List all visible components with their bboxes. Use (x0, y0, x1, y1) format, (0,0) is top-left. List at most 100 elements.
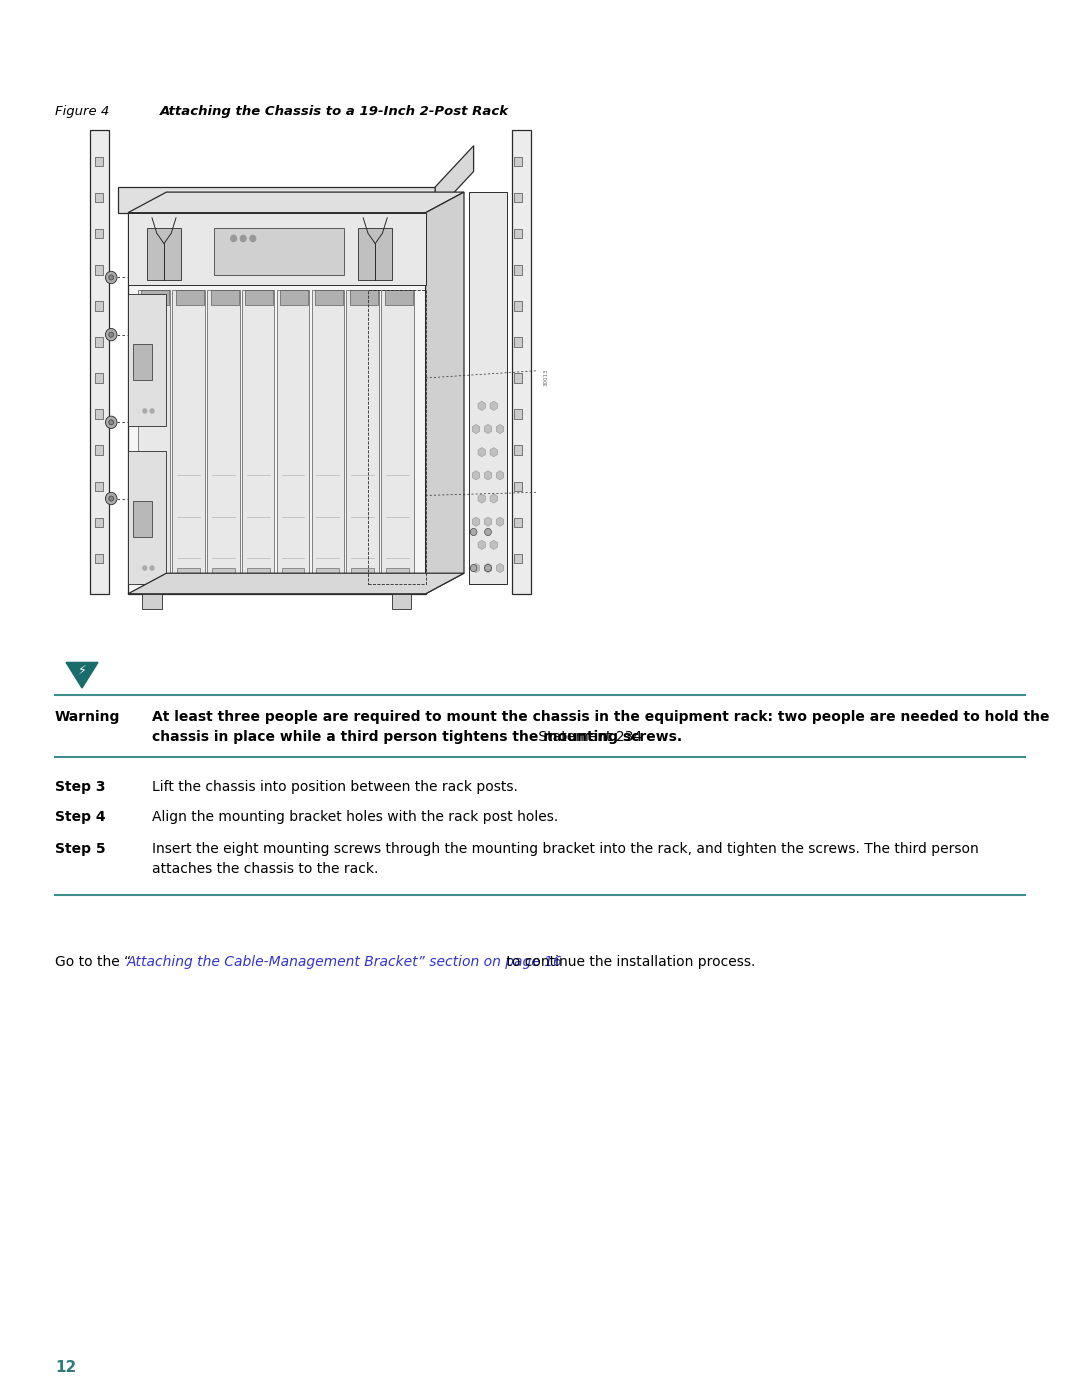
Text: Go to the “: Go to the “ (55, 956, 131, 970)
Text: to continue the installation process.: to continue the installation process. (502, 956, 755, 970)
Bar (514, 517, 522, 527)
Polygon shape (512, 130, 531, 594)
Bar (95, 193, 103, 203)
Polygon shape (245, 291, 273, 306)
Text: At least three people are required to mount the chassis in the equipment rack: t: At least three people are required to mo… (152, 710, 1050, 724)
Bar (514, 446, 522, 455)
Polygon shape (386, 569, 409, 584)
Circle shape (249, 235, 256, 242)
Polygon shape (359, 228, 392, 279)
Polygon shape (119, 187, 435, 212)
Circle shape (106, 492, 117, 504)
Circle shape (241, 235, 246, 242)
Bar (514, 409, 522, 419)
Circle shape (150, 409, 154, 414)
Text: Align the mounting bracket holes with the rack post holes.: Align the mounting bracket holes with th… (152, 810, 558, 824)
Polygon shape (469, 193, 508, 584)
Circle shape (231, 235, 237, 242)
Polygon shape (143, 594, 162, 609)
Text: Statement 234: Statement 234 (534, 731, 642, 745)
Bar (514, 229, 522, 239)
Polygon shape (312, 291, 345, 584)
Polygon shape (212, 569, 234, 584)
Polygon shape (129, 295, 166, 426)
Bar (95, 409, 103, 419)
Bar (95, 373, 103, 383)
Circle shape (485, 528, 491, 535)
Circle shape (150, 566, 154, 570)
Text: Step 3: Step 3 (55, 780, 106, 793)
Bar (95, 156, 103, 166)
Polygon shape (133, 502, 152, 538)
Circle shape (106, 271, 117, 284)
Circle shape (470, 528, 477, 535)
Polygon shape (129, 573, 464, 594)
Polygon shape (207, 291, 240, 584)
Bar (95, 229, 103, 239)
Bar (514, 482, 522, 490)
Text: 12: 12 (55, 1361, 77, 1375)
Circle shape (485, 564, 491, 571)
Polygon shape (137, 291, 170, 584)
Circle shape (470, 564, 477, 571)
Polygon shape (247, 569, 270, 584)
Circle shape (106, 416, 117, 429)
Circle shape (143, 566, 147, 570)
Text: Insert the eight mounting screws through the mounting bracket into the rack, and: Insert the eight mounting screws through… (152, 842, 978, 856)
Bar (95, 553, 103, 563)
Polygon shape (90, 130, 109, 594)
Bar (368, 291, 426, 584)
Polygon shape (351, 569, 374, 584)
Circle shape (109, 419, 113, 425)
Polygon shape (315, 291, 343, 306)
Circle shape (106, 328, 117, 341)
Circle shape (136, 566, 139, 570)
Text: Attaching the Cable-Management Bracket” section on page 16: Attaching the Cable-Management Bracket” … (127, 956, 563, 970)
Polygon shape (384, 291, 413, 306)
Bar (514, 156, 522, 166)
Bar (95, 482, 103, 490)
Polygon shape (281, 291, 308, 306)
Bar (95, 517, 103, 527)
Text: 30013: 30013 (543, 369, 548, 386)
Polygon shape (392, 594, 411, 609)
Text: Attaching the Chassis to a 19-Inch 2-Post Rack: Attaching the Chassis to a 19-Inch 2-Pos… (160, 105, 509, 117)
Text: Step 5: Step 5 (55, 842, 106, 856)
Bar (514, 553, 522, 563)
Polygon shape (347, 291, 379, 584)
Bar (514, 302, 522, 310)
Polygon shape (426, 193, 464, 594)
Circle shape (109, 275, 113, 279)
Text: ⚡: ⚡ (78, 664, 86, 676)
Circle shape (143, 409, 147, 414)
Bar (95, 265, 103, 274)
Polygon shape (147, 228, 180, 279)
Bar (514, 337, 522, 346)
Text: Warning: Warning (55, 710, 120, 724)
Bar (95, 337, 103, 346)
Text: Lift the chassis into position between the rack posts.: Lift the chassis into position between t… (152, 780, 518, 793)
Polygon shape (173, 291, 205, 584)
Polygon shape (66, 662, 98, 687)
Polygon shape (129, 212, 426, 594)
Polygon shape (350, 291, 378, 306)
Polygon shape (316, 569, 339, 584)
Text: chassis in place while a third person tightens the mounting screws.: chassis in place while a third person ti… (152, 731, 683, 745)
Polygon shape (129, 212, 426, 285)
Polygon shape (282, 569, 305, 584)
Polygon shape (176, 291, 204, 306)
Bar (95, 446, 103, 455)
Text: Step 4: Step 4 (55, 810, 106, 824)
Polygon shape (242, 291, 274, 584)
Polygon shape (215, 228, 345, 274)
Polygon shape (381, 291, 414, 584)
Polygon shape (177, 569, 200, 584)
Polygon shape (211, 291, 239, 306)
Bar (514, 373, 522, 383)
Polygon shape (129, 451, 166, 584)
Bar (95, 302, 103, 310)
Text: Figure 4: Figure 4 (55, 105, 109, 117)
Bar (514, 265, 522, 274)
Circle shape (136, 409, 139, 414)
Polygon shape (133, 344, 152, 380)
